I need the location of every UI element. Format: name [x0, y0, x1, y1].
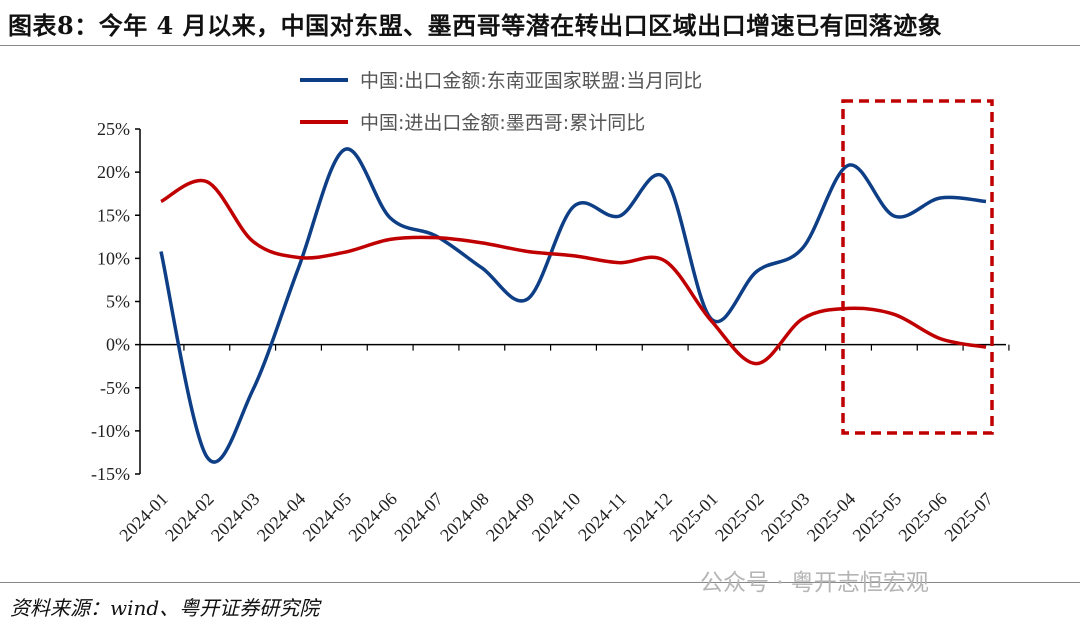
x-tick-label: 2025-03: [757, 489, 814, 546]
series-line-asean: [159, 147, 987, 464]
y-tick-label: 0%: [106, 335, 130, 355]
legend-label: 中国:进出口金额:墨西哥:累计同比: [360, 112, 645, 134]
x-tick-label: 2024-06: [344, 489, 401, 546]
source-note: 资料来源：wind、粤开证券研究院: [10, 596, 320, 620]
y-tick-label: 10%: [97, 248, 130, 268]
y-tick-label: -5%: [100, 378, 130, 398]
source-divider: [0, 582, 1080, 583]
y-tick-label: 20%: [97, 162, 130, 182]
y-tick-label: 15%: [97, 205, 130, 225]
x-tick-label: 2024-04: [253, 489, 310, 546]
x-tick-label: 2025-05: [849, 489, 906, 546]
y-tick-label: -10%: [91, 421, 130, 441]
x-tick-label: 2024-10: [528, 489, 585, 546]
x-tick-label: 2024-01: [115, 489, 172, 546]
x-tick-label: 2025-07: [940, 489, 997, 546]
y-tick-label: -15%: [91, 464, 130, 484]
x-tick-label: 2024-11: [574, 489, 630, 545]
x-tick-label: 2024-09: [482, 489, 539, 546]
x-tick-label: 2024-12: [619, 489, 676, 546]
x-tick-label: 2024-07: [390, 489, 447, 546]
x-tick-label: 2025-01: [665, 489, 722, 546]
x-tick-label: 2024-05: [299, 489, 356, 546]
chart-title: 图表8：今年 4 月以来，中国对东盟、墨西哥等潜在转出口区域出口增速已有回落迹象: [8, 11, 943, 40]
x-tick-label: 2025-06: [894, 489, 951, 546]
legend-label: 中国:出口金额:东南亚国家联盟:当月同比: [360, 70, 702, 92]
x-tick-label: 2025-02: [711, 489, 768, 546]
series-line-mexico: [160, 178, 987, 366]
y-tick-label: 25%: [97, 119, 130, 139]
x-tick-label: 2024-08: [436, 489, 493, 546]
watermark: 公众号 · 粤开志恒宏观: [700, 570, 929, 596]
x-tick-label: 2025-04: [803, 489, 860, 546]
title-divider: [0, 45, 1080, 46]
highlight-box: [841, 99, 994, 435]
x-tick-label: 2024-03: [207, 489, 264, 546]
y-tick-label: 5%: [106, 292, 130, 312]
x-tick-label: 2024-02: [161, 489, 218, 546]
